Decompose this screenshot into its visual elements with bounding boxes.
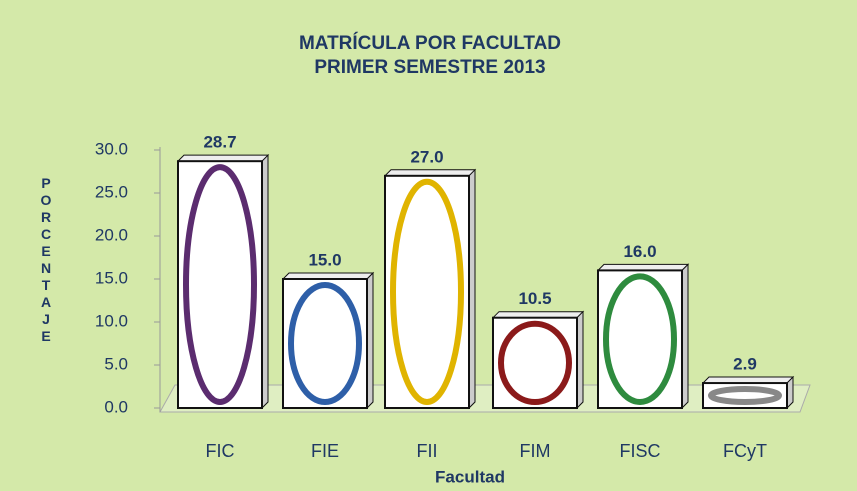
x-tick-label: FCyT bbox=[723, 441, 767, 461]
x-tick-label: FISC bbox=[619, 441, 660, 461]
bar bbox=[384, 174, 470, 409]
bar bbox=[492, 316, 578, 410]
y-tick-label: 20.0 bbox=[95, 225, 128, 244]
bar bbox=[597, 269, 683, 409]
bar-logo bbox=[498, 320, 572, 406]
y-tick-label: 25.0 bbox=[95, 182, 128, 201]
chart-title: MATRÍCULA POR FACULTAD bbox=[299, 32, 561, 54]
x-axis-label: Facultad bbox=[435, 467, 505, 486]
bar-logo bbox=[603, 273, 677, 406]
bar bbox=[177, 160, 263, 409]
bar-logo bbox=[288, 282, 362, 405]
data-label: 2.9 bbox=[733, 355, 757, 374]
data-label: 27.0 bbox=[410, 147, 443, 166]
bar-logo bbox=[390, 178, 464, 405]
data-label: 10.5 bbox=[518, 289, 551, 308]
data-label: 16.0 bbox=[623, 242, 656, 261]
bar bbox=[282, 278, 368, 409]
data-label: 15.0 bbox=[308, 250, 341, 269]
y-tick-label: 5.0 bbox=[104, 354, 128, 373]
y-tick-label: 0.0 bbox=[104, 397, 128, 416]
y-tick-label: 30.0 bbox=[95, 139, 128, 158]
x-tick-label: FIE bbox=[311, 441, 339, 461]
y-axis-label: PORCENTAJE bbox=[38, 175, 54, 345]
bar-logo bbox=[708, 386, 782, 405]
x-tick-label: FIM bbox=[520, 441, 551, 461]
x-tick-label: FIC bbox=[206, 441, 235, 461]
chart-subtitle: PRIMER SEMESTRE 2013 bbox=[314, 57, 545, 78]
data-label: 28.7 bbox=[203, 133, 236, 152]
y-tick-label: 15.0 bbox=[95, 268, 128, 287]
bar-logo bbox=[183, 164, 257, 405]
x-tick-label: FII bbox=[417, 441, 438, 461]
y-tick-label: 10.0 bbox=[95, 311, 128, 330]
